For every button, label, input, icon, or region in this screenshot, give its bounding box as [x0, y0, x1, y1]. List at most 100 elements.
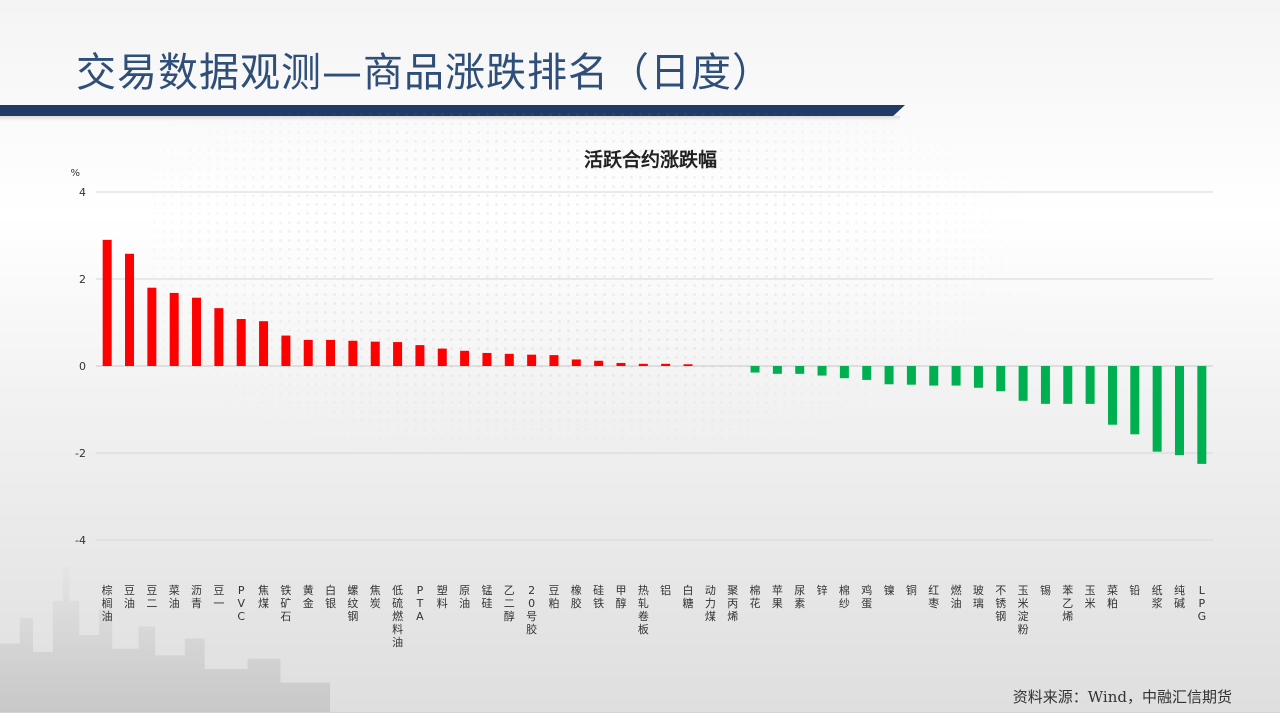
x-tick-label: 热轧卷板: [638, 584, 649, 636]
bar-纸浆: [1152, 366, 1162, 452]
x-tick-label: 甲醇: [615, 584, 626, 610]
x-tick-label: 白银: [325, 583, 336, 610]
x-tick-label: 动力煤: [705, 584, 716, 623]
x-tick-label: 菜油: [169, 584, 180, 610]
bar-螺纹钢: [348, 340, 358, 366]
x-tick-label: 镍: [884, 583, 895, 597]
x-tick-label: 黄金: [303, 583, 314, 610]
y-tick-label: -4: [75, 534, 86, 547]
x-tick-label: 锰硅: [481, 583, 492, 610]
bar-菜油: [169, 292, 179, 366]
bar-低硫燃料油: [393, 342, 403, 366]
bar-尿素: [795, 366, 805, 374]
bar-不锈钢: [996, 366, 1006, 392]
x-tick-label: 豆二: [146, 584, 157, 610]
chart-title: 活跃合约涨跌幅: [584, 148, 717, 171]
page-header: 交易数据观测—商品涨跌排名（日度）: [0, 0, 1280, 121]
x-tick-label: 焦煤: [258, 584, 269, 610]
x-tick-label: 沥青: [191, 584, 202, 610]
x-tick-label: 锌: [817, 583, 828, 597]
x-tick-label: 不锈钢: [995, 584, 1006, 623]
bar-锡: [1040, 366, 1050, 404]
bar-红枣: [929, 366, 939, 386]
y-tick-label: -2: [75, 447, 86, 460]
bar-鸡蛋: [862, 366, 872, 380]
x-tick-label: 硅铁: [593, 584, 604, 610]
x-tick-label: 塑料: [437, 583, 448, 610]
bar-硅铁: [594, 360, 604, 366]
bar-焦炭: [370, 341, 380, 366]
bar-棉花: [750, 366, 760, 373]
x-tick-label: 螺纹钢: [347, 584, 358, 623]
bar-燃油: [951, 366, 961, 386]
x-tick-label: 原油: [459, 584, 470, 610]
title-underline-shadow: [0, 116, 900, 121]
x-tick-label: 铝: [660, 583, 671, 597]
bar-豆二: [147, 287, 157, 366]
bar-玉米: [1085, 366, 1095, 404]
source-note: 资料来源：Wind，中融汇信期货: [1012, 688, 1232, 706]
bar-白银: [326, 339, 336, 366]
world-map-dots-decoration: [150, 110, 1050, 470]
x-tick-label: 铁矿石: [280, 584, 291, 623]
page-title: 交易数据观测—商品涨跌排名（日度）: [76, 50, 773, 96]
x-tick-label: 鸡蛋: [861, 583, 872, 610]
bar-白糖: [683, 364, 693, 366]
bar-棕榈油: [102, 239, 112, 366]
x-tick-label: 菜粕: [1107, 584, 1118, 610]
x-tick-label: 棉纱: [839, 583, 850, 610]
x-tick-label: 焦炭: [370, 584, 381, 610]
bar-镍: [884, 366, 894, 385]
x-tick-label: 棕榈油: [102, 583, 113, 623]
y-axis-unit-label: %: [70, 168, 80, 179]
bar-苯乙烯: [1063, 366, 1073, 404]
bar-塑料: [437, 348, 447, 366]
x-tick-label: 纯碱: [1174, 584, 1185, 610]
x-tick-label: 豆粕: [548, 584, 559, 610]
bar-锌: [817, 366, 827, 376]
bar-乙二醇: [504, 353, 514, 366]
bar-LPG: [1197, 366, 1207, 464]
x-tick-label: 豆油: [124, 584, 135, 610]
x-tick-label: 苹果: [772, 583, 783, 610]
bar-铁矿石: [281, 335, 291, 366]
bar-沥青: [192, 297, 202, 366]
x-tick-label: 白糖: [683, 583, 694, 610]
x-tick-label: 铅: [1129, 583, 1140, 597]
bar-PVC: [236, 319, 246, 366]
x-tick-label: 苯乙烯: [1062, 583, 1073, 623]
x-tick-label: 纸浆: [1152, 584, 1163, 610]
bar-豆一: [214, 308, 224, 366]
x-tick-label: 玉米: [1085, 584, 1096, 610]
bar-铝: [661, 363, 671, 366]
y-tick-label: 4: [79, 186, 86, 199]
bar-热轧卷板: [638, 363, 648, 366]
bar-纯碱: [1174, 366, 1184, 456]
bar-PTA: [415, 345, 425, 366]
bar-棉纱: [839, 366, 849, 379]
bar-豆粕: [549, 355, 559, 366]
y-tick-label: 2: [79, 273, 86, 286]
bar-橡胶: [571, 359, 581, 366]
x-tick-label: 橡胶: [571, 584, 582, 610]
x-tick-label: 2 0 号胶: [526, 584, 537, 636]
bar-黄金: [303, 339, 313, 366]
bar-豆油: [125, 253, 135, 366]
title-underline-bar: [0, 105, 905, 116]
bar-玻璃: [973, 366, 983, 388]
x-tick-label: 锡: [1040, 583, 1051, 597]
x-tick-label: 豆一: [213, 584, 224, 610]
x-tick-label: 棉花: [750, 583, 761, 610]
bar-锰硅: [482, 352, 492, 366]
bar-原油: [460, 350, 470, 366]
bar-20号胶: [527, 354, 537, 366]
bar-铜: [906, 366, 916, 385]
bar-苹果: [772, 366, 782, 374]
x-tick-label: 聚丙烯: [727, 584, 738, 623]
footer-bar: [0, 712, 1280, 721]
x-tick-label: 乙二醇: [504, 584, 515, 623]
